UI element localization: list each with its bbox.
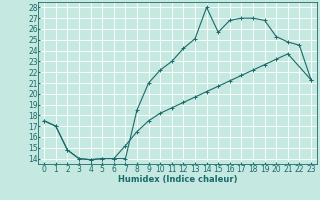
X-axis label: Humidex (Indice chaleur): Humidex (Indice chaleur) [118,175,237,184]
